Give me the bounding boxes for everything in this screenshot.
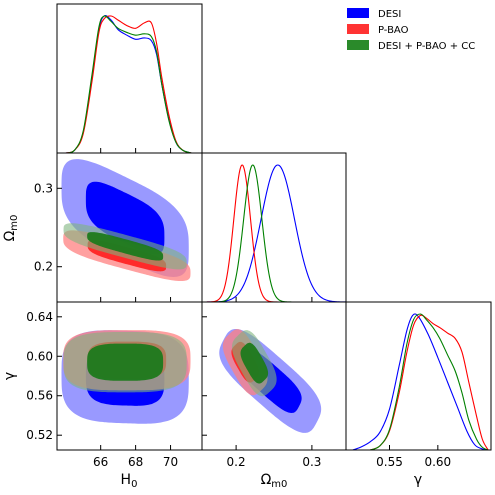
x-axis-label-om-main: Ω [261,472,272,488]
x-axis-label-gamma: γ [414,472,422,488]
marginal-line-H0-p-bao [65,15,192,153]
x-tick-label-H0: 68 [128,455,143,469]
x-tick-label-gamma: 0.55 [376,455,403,469]
x-tick-label-Om: 0.2 [227,455,246,469]
contour-68-gamma-vs-h0-desi-p-bao-cc [87,343,164,381]
y-axis-label-gamma-main: γ [2,372,18,380]
x-axis-label-h0: H0 [121,472,138,490]
y-axis-label-gamma: γ [2,372,18,380]
x-tick-label-H0: 70 [163,455,178,469]
x-axis-label-h0-sub: 0 [131,479,137,490]
legend-swatch-combined [347,40,369,50]
marginal-line-gamma-desi [352,313,489,450]
marginal-gamma [352,313,489,450]
legend: DESI P-BAO DESI + P-BAO + CC [347,8,475,52]
y-tick-label-gamma: 0.64 [26,310,53,324]
contours-gamma-vs-h0 [61,330,191,424]
legend-label-desi: DESI [378,9,401,20]
panel-frame-Om-Om [201,152,347,303]
marginal-line-Om-desi [202,164,346,302]
x-axis-label-om-sub: m0 [271,479,287,490]
contours-om-vs-h0 [61,159,191,282]
contours-gamma-vs-om [219,328,322,433]
legend-swatch-desi [347,8,369,18]
x-tick-label-Om: 0.3 [302,455,321,469]
marginal-line-H0-desi-p-bao-cc [65,15,192,153]
x-axis-label-om: Ωm0 [261,472,288,490]
y-tick-label-gamma: 0.56 [26,389,53,403]
y-axis-label-om: Ωm0 [2,215,20,242]
panel-frame-gamma-gamma [345,301,492,451]
contour-68-om-vs-h0-desi [85,181,165,255]
y-axis-label-om-main: Ω [2,230,18,241]
legend-swatch-pbao [347,24,369,34]
marginal-line-Om-p-bao [204,164,280,302]
marginal-line-Om-desi-p-bao-cc [211,164,294,302]
y-tick-label-Om: 0.2 [34,260,53,274]
panel-frame-gamma-vs-om [201,301,347,451]
x-tick-label-H0: 66 [93,455,108,469]
y-axis-label-om-sub: m0 [9,215,20,231]
contour-68-om-vs-h0-desi-p-bao-cc [87,232,164,261]
x-axis-label-h0-main: H [121,472,132,488]
marginal-line-gamma-desi-p-bao-cc [369,313,489,450]
y-tick-label-Om: 0.3 [34,181,53,195]
y-tick-label-gamma: 0.60 [26,349,53,363]
legend-label-pbao: P-BAO [378,25,409,36]
legend-label-combined: DESI + P-BAO + CC [378,41,475,52]
x-tick-label-gamma: 0.60 [424,455,451,469]
marginal-line-gamma-p-bao [369,314,489,450]
marginal-H0 [65,15,192,153]
contour-68-gamma-vs-om-desi-p-bao-cc [240,342,269,384]
x-axis-label-gamma-main: γ [414,472,422,488]
marginal-Om [202,164,346,302]
y-tick-label-gamma: 0.52 [26,428,53,442]
